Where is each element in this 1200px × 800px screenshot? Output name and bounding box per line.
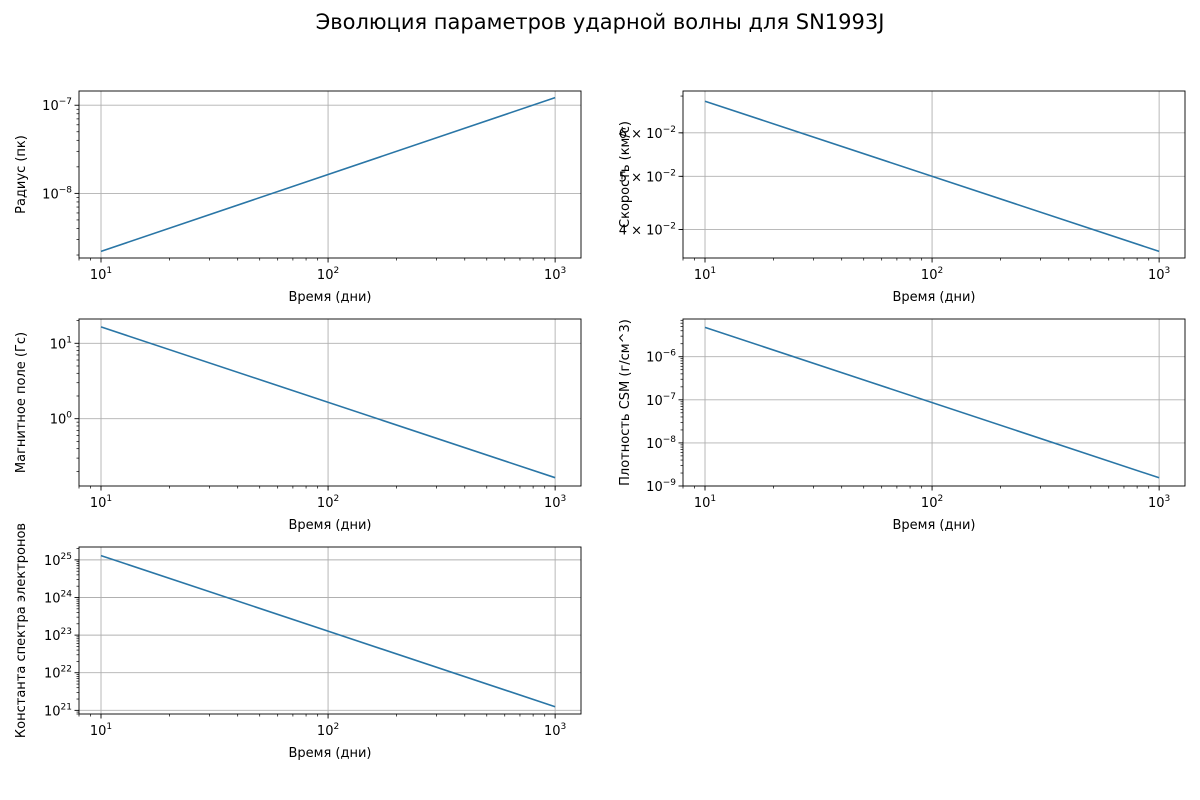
x-tick-label: 103 [1148,266,1170,283]
y-tick-label: 10−6 [646,349,676,366]
y-tick-label: 101 [50,335,72,352]
subplot-1: 101 102 103 10−8 10−7 Время (дни) Радиус (пк) [14,90,582,305]
subplot-5: 101 102 103 1021 1022 1023 1024 1025 Время (дни)… [14,523,582,761]
x-axis-label: Время (дни) [288,746,371,761]
y-tick-label: 10−8 [42,185,72,202]
axes-frame [78,90,582,259]
data-series-line [100,96,556,253]
data-series-line [704,326,1160,479]
figure-title: Эволюция параметров ударной волны для SN… [315,10,885,34]
y-tick-label: 1023 [44,627,72,644]
y-axis-label: Радиус (пк) [14,135,29,214]
x-tick-label: 101 [90,266,112,283]
data-series-line [100,326,556,479]
y-axis-label: Константа спектра электронов [14,523,29,738]
axes-frame [682,90,1186,259]
x-tick-label: 102 [317,266,339,283]
x-tick-label: 102 [317,722,339,739]
axes-frame [682,318,1186,487]
y-tick-label: 10−7 [42,97,72,114]
subplot-3: 101 102 103 100 101 Время (дни) Магнитное поле… [14,318,582,533]
x-tick-label: 101 [694,266,716,283]
y-tick-label: 1024 [44,589,72,606]
y-tick-label: 6 × 10−2 [619,125,676,142]
x-axis-label: Время (дни) [892,290,975,305]
axes-frame [78,546,582,715]
y-tick-label: 5 × 10−2 [619,168,676,185]
x-axis-label: Время (дни) [288,518,371,533]
subplot-2: 101 102 103 4 × 10−2 5 × 10−2 6 × 10−2 Время (… [618,90,1186,305]
y-axis-label: Плотность CSM (г/см^3) [618,319,633,486]
x-tick-label: 103 [544,494,566,511]
data-series-line [704,100,1160,253]
x-tick-label: 101 [694,494,716,511]
x-tick-label: 102 [921,266,943,283]
y-axis-label: Скорость (км/с) [618,121,633,228]
y-tick-label: 1022 [44,665,72,682]
y-tick-label: 10−9 [646,478,676,495]
y-tick-label: 10−7 [646,392,676,409]
data-series-line [100,554,556,708]
subplot-4: 101 102 103 10−9 10−8 10−7 10−6 Время (дни) Плот… [618,318,1186,533]
x-tick-label: 103 [544,722,566,739]
x-tick-label: 102 [317,494,339,511]
y-axis-label: Магнитное поле (Гс) [14,332,29,473]
x-tick-label: 103 [1148,494,1170,511]
x-tick-label: 101 [90,494,112,511]
axes-frame [78,318,582,487]
x-axis-label: Время (дни) [892,518,975,533]
y-tick-label: 4 × 10−2 [619,222,676,239]
y-tick-label: 1021 [44,702,72,719]
x-tick-label: 102 [921,494,943,511]
y-tick-label: 10−8 [646,435,676,452]
x-axis-label: Время (дни) [288,290,371,305]
y-tick-label: 100 [50,411,73,428]
x-tick-label: 103 [544,266,566,283]
y-tick-label: 1025 [44,552,72,569]
x-tick-label: 101 [90,722,112,739]
